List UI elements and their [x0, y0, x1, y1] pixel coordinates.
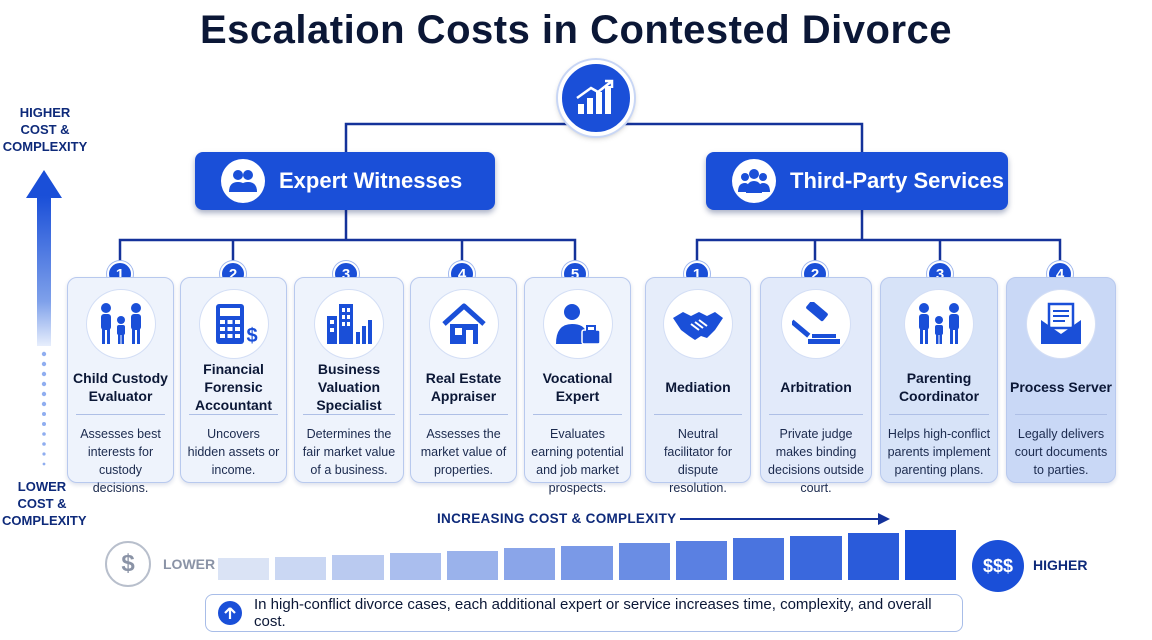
- scale-segment: [561, 545, 613, 580]
- card-description: Neutral facilitator for dispute resoluti…: [663, 427, 733, 495]
- card-description: Uncovers hidden assets or income.: [187, 427, 280, 477]
- divider: [889, 414, 989, 415]
- scale-segment: [218, 558, 270, 580]
- card-title: Vocational Expert: [542, 370, 613, 404]
- divider: [769, 414, 863, 415]
- scale-segment: [618, 543, 670, 580]
- footer-note: In high-conflict divorce cases, each add…: [205, 594, 963, 632]
- arrow-up-icon: [218, 601, 242, 625]
- handshake-icon: [664, 290, 732, 358]
- scale-high-label: HIGHER: [1033, 557, 1088, 573]
- card-description: Assesses the market value of properties.: [420, 427, 507, 477]
- card-process-server: Process Server Legally delivers court do…: [1006, 277, 1116, 483]
- card-financial-forensic-accountant: $ Financial Forensic Accountant Uncovers…: [180, 277, 287, 483]
- divider: [1015, 414, 1107, 415]
- card-mediation: Mediation Neutral facilitator for disput…: [645, 277, 751, 495]
- scale-low-label: LOWER: [163, 556, 216, 572]
- gavel-icon: [782, 290, 850, 358]
- scale-segment: [446, 550, 499, 580]
- scale-arrow-icon: [680, 513, 890, 525]
- divider: [654, 414, 742, 415]
- card-description: Determines the fair market value of a bu…: [302, 427, 396, 477]
- category-label: Third-Party Services: [790, 168, 1004, 193]
- envelope-document-icon: [1027, 290, 1095, 358]
- footer-text: In high-conflict divorce cases, each add…: [254, 596, 932, 630]
- scale-segment: [332, 554, 384, 580]
- axis-high-label: HIGHER COST & COMPLEXITY: [2, 105, 88, 154]
- card-title: Mediation: [665, 379, 731, 395]
- scale-segment: [904, 530, 956, 580]
- card-title: Real Estate Appraiser: [425, 370, 502, 404]
- card-title: Business Valuation Specialist: [316, 361, 382, 413]
- card-title: Arbitration: [780, 379, 852, 395]
- card-title: Process Server: [1010, 379, 1112, 395]
- card-title: Financial Forensic Accountant: [195, 361, 272, 413]
- divider: [533, 414, 622, 415]
- family-icon: [86, 290, 155, 358]
- scale-title: INCREASING COST & COMPLEXITY: [437, 511, 677, 526]
- vertical-arrow: [26, 170, 62, 466]
- category-label: Expert Witnesses: [279, 168, 463, 193]
- growth-chart-icon: [558, 60, 634, 136]
- divider: [189, 414, 278, 415]
- card-business-valuation-specialist: Business Valuation Specialist Determines…: [294, 277, 404, 483]
- card-arbitration: Arbitration Private judge makes binding …: [760, 277, 872, 495]
- card-parenting-coordinator: Parenting Coordinator Helps high-conflic…: [880, 277, 998, 483]
- page-title: Escalation Costs in Contested Divorce: [199, 8, 952, 52]
- card-real-estate-appraiser: Real Estate Appraiser Assesses the marke…: [410, 277, 517, 483]
- divider: [303, 414, 395, 415]
- category-third-party-services: Third-Party Services: [706, 152, 1008, 210]
- scale-segment: [675, 540, 728, 580]
- category-expert-witnesses: Expert Witnesses: [195, 152, 495, 210]
- card-vocational-expert: Vocational Expert Evaluates earning pote…: [524, 277, 631, 495]
- person-briefcase-icon: [543, 290, 612, 358]
- svg-text:$: $: [246, 325, 257, 346]
- scale-segment: [504, 548, 556, 580]
- card-title: Child Custody Evaluator: [73, 370, 168, 404]
- people-icon: [221, 159, 265, 203]
- card-description: Helps high-conflict parents implement pa…: [887, 427, 991, 477]
- card-title: Parenting Coordinator: [898, 370, 980, 404]
- family-icon: [905, 290, 973, 358]
- calculator-icon: $: [199, 290, 268, 358]
- scale-segment: [790, 535, 842, 580]
- scale-segment: [733, 538, 785, 580]
- house-icon: [429, 290, 498, 358]
- buildings-chart-icon: [315, 290, 383, 358]
- group-icon: [732, 159, 776, 203]
- high-cost-dollar-icon: $$$: [972, 540, 1024, 592]
- card-description: Assesses best interests for custody deci…: [80, 427, 161, 495]
- card-description: Legally delivers court documents to part…: [1014, 427, 1108, 477]
- scale-segment: [389, 552, 441, 580]
- divider: [76, 414, 165, 415]
- low-cost-dollar-icon: $: [105, 541, 151, 587]
- divider: [419, 414, 508, 415]
- card-description: Private judge makes binding decisions ou…: [768, 427, 864, 495]
- axis-low-label: LOWER COST & COMPLEXITY: [2, 479, 87, 528]
- card-child-custody-evaluator: Child Custody Evaluator Assesses best in…: [67, 277, 174, 495]
- card-description: Evaluates earning potential and job mark…: [531, 427, 624, 495]
- scale-segment: [275, 556, 327, 580]
- scale-segment: [847, 532, 899, 580]
